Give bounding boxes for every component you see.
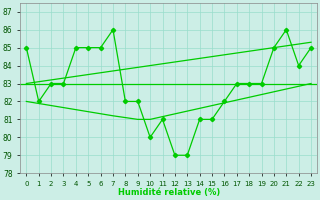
X-axis label: Humidité relative (%): Humidité relative (%) bbox=[117, 188, 220, 197]
